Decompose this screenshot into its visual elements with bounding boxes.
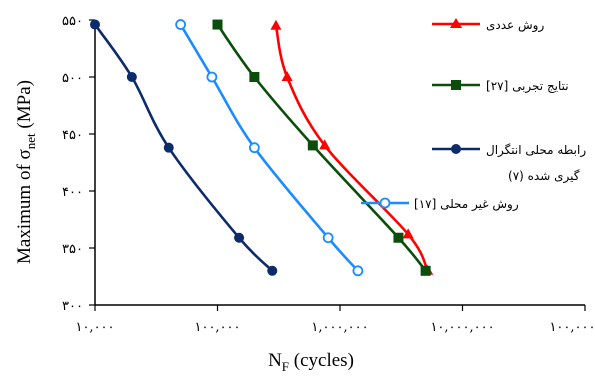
data-point xyxy=(281,71,293,81)
data-point xyxy=(206,71,218,83)
y-tick-label: ۵۰۰ xyxy=(62,71,83,86)
legend-label-local-integrated-line2: گیری شده (۷) xyxy=(508,169,580,184)
legend-label-nonlocal: روش غیر محلی [۱۷] xyxy=(414,197,519,212)
legend-marker-experimental xyxy=(451,80,461,90)
data-point xyxy=(212,19,223,30)
y-axis-title-sub: net xyxy=(23,133,38,149)
y-ticks: ۳۰۰ ۳۵۰ ۴۰۰ ۴۵۰ ۵۰۰ ۵۵۰ xyxy=(62,14,95,314)
legend: روش عددی نتایج تجربی [۲۷] رابطه محلی انت… xyxy=(361,18,586,212)
x-axis-title: NF (cycles) xyxy=(268,350,354,374)
x-tick-label: ۱۰۰,۰۰۰,۰۰۰ xyxy=(549,320,595,335)
x-tick-label: ۱۰,۰۰۰ xyxy=(75,320,114,335)
legend-item-nonlocal: روش غیر محلی [۱۷] xyxy=(361,197,519,212)
series-line-0 xyxy=(274,25,429,272)
series-line-2 xyxy=(93,23,274,272)
data-point xyxy=(352,265,364,277)
x-ticks: ۱۰,۰۰۰ ۱۰۰,۰۰۰ ۱,۰۰۰,۰۰۰ ۱۰,۰۰۰,۰۰۰ ۱۰۰,۰۰۰,… xyxy=(75,305,595,335)
x-tick-label: ۱۰,۰۰۰,۰۰۰ xyxy=(430,320,494,335)
legend-marker-nonlocal xyxy=(379,197,391,209)
y-axis-title-main: Maximum of σ xyxy=(14,149,35,264)
y-tick-label: ۴۵۰ xyxy=(62,128,83,143)
legend-item-numerical: روش عددی xyxy=(432,18,544,33)
x-axis-title-main: N xyxy=(268,350,282,371)
data-point xyxy=(249,72,260,82)
y-tick-label: ۴۰۰ xyxy=(62,185,83,200)
data-point xyxy=(267,265,278,276)
data-point xyxy=(126,72,137,82)
data-point xyxy=(234,232,245,243)
x-tick-label: ۱۰۰,۰۰۰ xyxy=(194,320,240,335)
x-axis-title-rest: (cycles) xyxy=(289,350,354,371)
data-point xyxy=(322,232,334,244)
series-markers xyxy=(90,19,434,277)
legend-item-local-integrated: رابطه محلی انتگرال گیری شده (۷) xyxy=(432,143,586,184)
legend-label-numerical: روش عددی xyxy=(486,18,544,33)
data-point xyxy=(163,142,174,153)
data-point xyxy=(307,140,318,151)
legend-label-experimental: نتایج تجربی [۲۷] xyxy=(486,79,569,94)
data-point xyxy=(270,19,282,30)
legend-marker-numerical xyxy=(450,18,462,28)
y-axis-title-rest: (MPa) xyxy=(14,80,35,133)
series-lines xyxy=(93,23,429,272)
legend-marker-local-integrated xyxy=(451,144,461,154)
data-point xyxy=(420,265,431,276)
y-tick-label: ۵۵۰ xyxy=(62,14,83,29)
y-tick-label: ۳۰۰ xyxy=(62,299,83,314)
y-tick-label: ۳۵۰ xyxy=(62,242,83,257)
y-axis-title: Maximum of σnet (MPa) xyxy=(14,80,38,264)
data-point xyxy=(393,232,404,243)
x-tick-label: ۱,۰۰۰,۰۰۰ xyxy=(311,320,368,335)
x-axis-title-sub: F xyxy=(282,359,289,374)
legend-label-local-integrated-line1: رابطه محلی انتگرال xyxy=(486,143,586,158)
data-point xyxy=(319,139,331,150)
data-point xyxy=(248,142,260,154)
legend-item-experimental: نتایج تجربی [۲۷] xyxy=(432,79,569,94)
data-point xyxy=(402,228,414,239)
data-point xyxy=(90,19,100,30)
data-point xyxy=(175,19,187,30)
